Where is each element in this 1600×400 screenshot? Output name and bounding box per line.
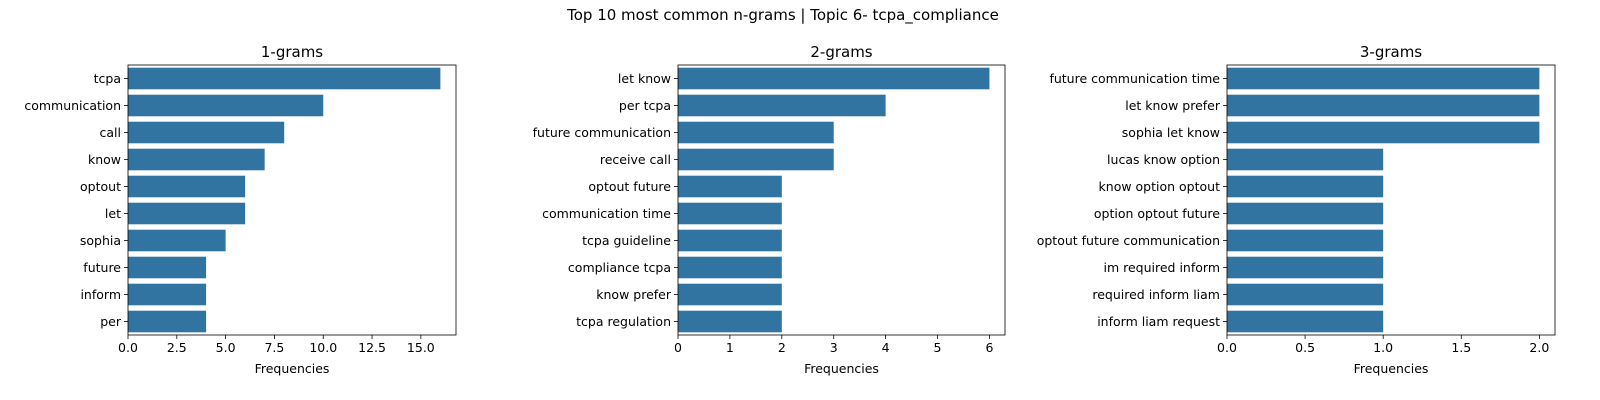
x-tick-label: 5.0 <box>216 340 236 355</box>
bar <box>128 283 207 306</box>
y-tick-label: tcpa regulation <box>576 314 671 329</box>
axes-frame <box>677 64 1006 336</box>
chart-2: 2-grams let know per tcpa future communicat… <box>533 43 1006 376</box>
bar <box>128 67 441 90</box>
y-tick-label: optout <box>80 179 121 194</box>
bar <box>1227 310 1384 333</box>
y-tick-label: required inform liam <box>1092 287 1220 302</box>
x-tick-label: 5 <box>934 340 942 355</box>
bar <box>128 202 246 225</box>
y-tick-label: tcpa guideline <box>582 233 671 248</box>
chart-title: 3-grams <box>1360 43 1422 61</box>
bar <box>678 283 782 306</box>
y-tick-label: communication <box>24 98 121 113</box>
x-axis-label: Frequencies <box>804 361 879 376</box>
y-tick-label: future communication <box>533 125 671 140</box>
y-tick-label: let know <box>618 71 671 86</box>
chart-1: 1-grams tcpa communication call know optout le… <box>24 43 457 376</box>
axes-frame <box>1226 64 1556 336</box>
x-tick-label: 6 <box>985 340 993 355</box>
bar <box>678 94 886 117</box>
chart-title: 2-grams <box>810 43 872 61</box>
bar <box>1227 283 1384 306</box>
bar <box>678 229 782 252</box>
x-tick-label: 3 <box>830 340 838 355</box>
y-tick-label: know prefer <box>596 287 672 302</box>
y-tick-label: sophia <box>80 233 121 248</box>
bar <box>128 256 207 279</box>
y-tick-label: lucas know option <box>1107 152 1220 167</box>
chart-3: 3-grams future communication time let know… <box>1037 43 1556 376</box>
y-tick-label: future <box>83 260 121 275</box>
bar <box>128 229 226 252</box>
bar <box>128 94 324 117</box>
y-tick-label: receive call <box>600 152 671 167</box>
bar <box>1227 175 1384 198</box>
bar <box>678 121 834 144</box>
bar <box>128 148 265 171</box>
x-tick-label: 2.0 <box>1529 340 1549 355</box>
bar <box>678 202 782 225</box>
x-axis-label: Frequencies <box>1354 361 1429 376</box>
x-tick-label: 10.0 <box>309 340 337 355</box>
bar <box>1227 121 1540 144</box>
y-tick-label: tcpa <box>94 71 121 86</box>
bar <box>1227 256 1384 279</box>
x-tick-label: 0.0 <box>118 340 138 355</box>
y-tick-label: future communication time <box>1049 71 1220 86</box>
axes-frame <box>127 64 457 336</box>
y-tick-label: call <box>100 125 121 140</box>
bar <box>678 67 990 90</box>
y-tick-label: option optout future <box>1094 206 1220 221</box>
x-tick-label: 12.5 <box>358 340 386 355</box>
bar <box>1227 94 1540 117</box>
bar <box>128 175 246 198</box>
bar <box>1227 148 1384 171</box>
bar <box>678 148 834 171</box>
x-tick-label: 1.5 <box>1451 340 1471 355</box>
y-tick-label: inform liam request <box>1097 314 1220 329</box>
x-tick-label: 1.0 <box>1373 340 1393 355</box>
bar <box>1227 202 1384 225</box>
bar <box>678 175 782 198</box>
y-tick-label: compliance tcpa <box>568 260 671 275</box>
figure-suptitle: Top 10 most common n-grams | Topic 6- tc… <box>566 6 999 25</box>
bar <box>1227 67 1540 90</box>
bar <box>128 310 207 333</box>
x-tick-label: 15.0 <box>407 340 435 355</box>
x-tick-label: 4 <box>882 340 890 355</box>
y-tick-label: sophia let know <box>1122 125 1220 140</box>
bar <box>128 121 285 144</box>
x-tick-label: 1 <box>726 340 734 355</box>
y-tick-label: know <box>88 152 121 167</box>
x-axis-label: Frequencies <box>255 361 330 376</box>
y-tick-label: optout future communication <box>1037 233 1220 248</box>
y-tick-label: inform <box>80 287 121 302</box>
x-tick-label: 2.5 <box>167 340 187 355</box>
y-tick-label: let know prefer <box>1125 98 1221 113</box>
y-tick-label: let <box>105 206 121 221</box>
y-tick-label: im required inform <box>1103 260 1220 275</box>
bar <box>678 256 782 279</box>
chart-title: 1-grams <box>261 43 323 61</box>
bar <box>678 310 782 333</box>
y-tick-label: know option optout <box>1099 179 1221 194</box>
y-tick-label: optout future <box>588 179 671 194</box>
x-tick-label: 0.5 <box>1295 340 1315 355</box>
x-tick-label: 0.0 <box>1217 340 1237 355</box>
bar <box>1227 229 1384 252</box>
x-tick-label: 0 <box>674 340 682 355</box>
y-tick-label: per tcpa <box>619 98 671 113</box>
x-tick-label: 7.5 <box>264 340 284 355</box>
y-tick-label: communication time <box>542 206 671 221</box>
x-tick-label: 2 <box>778 340 786 355</box>
y-tick-label: per <box>100 314 122 329</box>
